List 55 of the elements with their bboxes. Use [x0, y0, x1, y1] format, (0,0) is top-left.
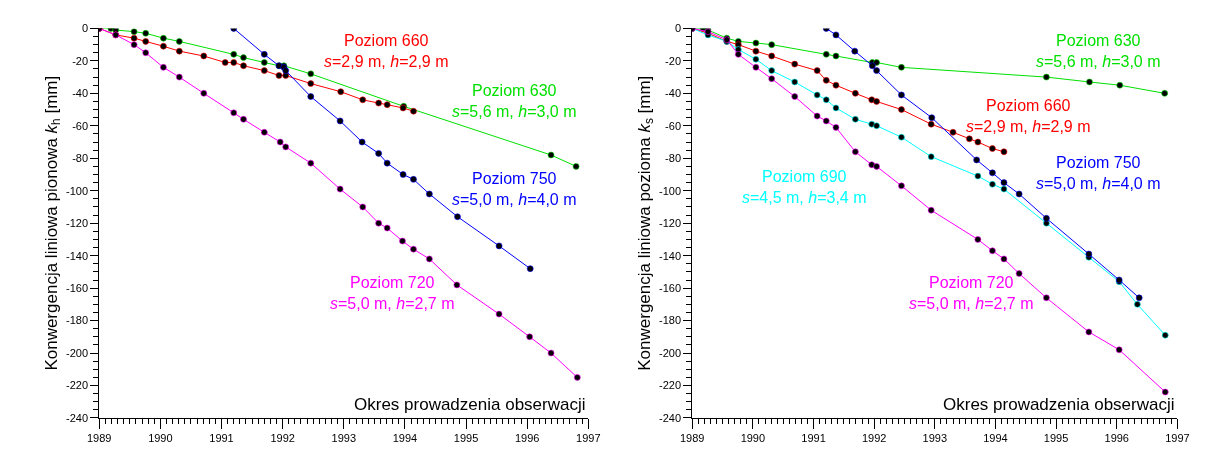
- y-tick-label: -80: [665, 152, 682, 165]
- x-tick-label: 1993: [922, 432, 948, 445]
- x-axis-title: Okres prowadzenia obserwacji: [943, 395, 1175, 414]
- y-tick-label: -220: [66, 379, 89, 392]
- x-tick-label: 1994: [392, 432, 418, 445]
- y-tick-label: -60: [72, 119, 89, 132]
- series-label: Poziom 630 s=5,6 m, h=3,0 m: [452, 82, 577, 120]
- x-tick-label: 1995: [1043, 432, 1069, 445]
- y-tick-label: -60: [665, 119, 682, 132]
- x-tick-label: 1990: [148, 432, 173, 445]
- y-tick-label: -240: [66, 411, 89, 424]
- x-tick-label: 1992: [861, 432, 887, 445]
- series-label: Poziom 750 s=5,0 m, h=4,0 m: [452, 170, 577, 208]
- x-tick-label: 1989: [679, 432, 705, 445]
- x-tick-label: 1991: [209, 432, 234, 445]
- y-tick-label: -220: [658, 379, 682, 392]
- y-tick-label: -140: [658, 249, 682, 262]
- y-tick-label: -160: [66, 281, 89, 294]
- y-tick-label: -120: [66, 217, 89, 230]
- y-tick-label: -240: [658, 411, 682, 424]
- series-label: Poziom 720 s=5,0 m, h=2,7 m: [909, 274, 1034, 312]
- y-tick-label: -160: [658, 281, 682, 294]
- x-tick-label: 1992: [270, 432, 295, 445]
- series-label: Poziom 720 s=5,0 m, h=2,7 m: [330, 274, 455, 312]
- x-tick-label: 1991: [801, 432, 826, 445]
- x-tick-label: 1995: [453, 432, 479, 445]
- y-tick-label: -200: [66, 346, 89, 359]
- y-tick-label: 0: [674, 22, 682, 35]
- y-tick-label: -200: [658, 346, 682, 359]
- y-tick-label: -100: [66, 184, 89, 197]
- x-tick-label: 1997: [1165, 432, 1190, 445]
- y-tick-label: -80: [72, 152, 89, 165]
- y-tick-label: -20: [665, 54, 682, 67]
- x-axis-title: Okres prowadzenia obserwacji: [354, 395, 586, 414]
- x-tick-label: 1996: [514, 432, 540, 445]
- x-tick-label: 1990: [740, 432, 766, 445]
- series-label: Poziom 660 s=2,9 m, h=2,9 m: [324, 32, 449, 70]
- x-tick-label: 1989: [86, 432, 112, 445]
- y-tick-label: -100: [658, 184, 682, 197]
- text: Poziom 690 s=4,5 m, h=3,4 m: [742, 168, 867, 206]
- y-tick-label: 0: [81, 22, 89, 35]
- y-tick-label: -180: [658, 314, 682, 327]
- y-tick-label: -40: [665, 87, 682, 100]
- series-label: Poziom 660 s=2,9 m, h=2,9 m: [966, 97, 1091, 135]
- y-tick-label: -120: [658, 217, 682, 230]
- y-tick-label: -40: [72, 87, 89, 100]
- y-tick-label: -20: [72, 54, 89, 67]
- series-label: Poziom 750 s=5,0 m, h=4,0 m: [1036, 154, 1161, 192]
- y-tick-label: -140: [66, 249, 89, 262]
- x-tick-label: 1994: [983, 432, 1008, 445]
- y-tick-label: -180: [66, 314, 89, 327]
- x-tick-label: 1993: [331, 432, 357, 445]
- x-tick-label: 1996: [1104, 432, 1129, 445]
- series-label: Poziom 630 s=5,6 m, h=3,0 m: [1036, 32, 1161, 70]
- x-tick-label: 1997: [576, 432, 601, 445]
